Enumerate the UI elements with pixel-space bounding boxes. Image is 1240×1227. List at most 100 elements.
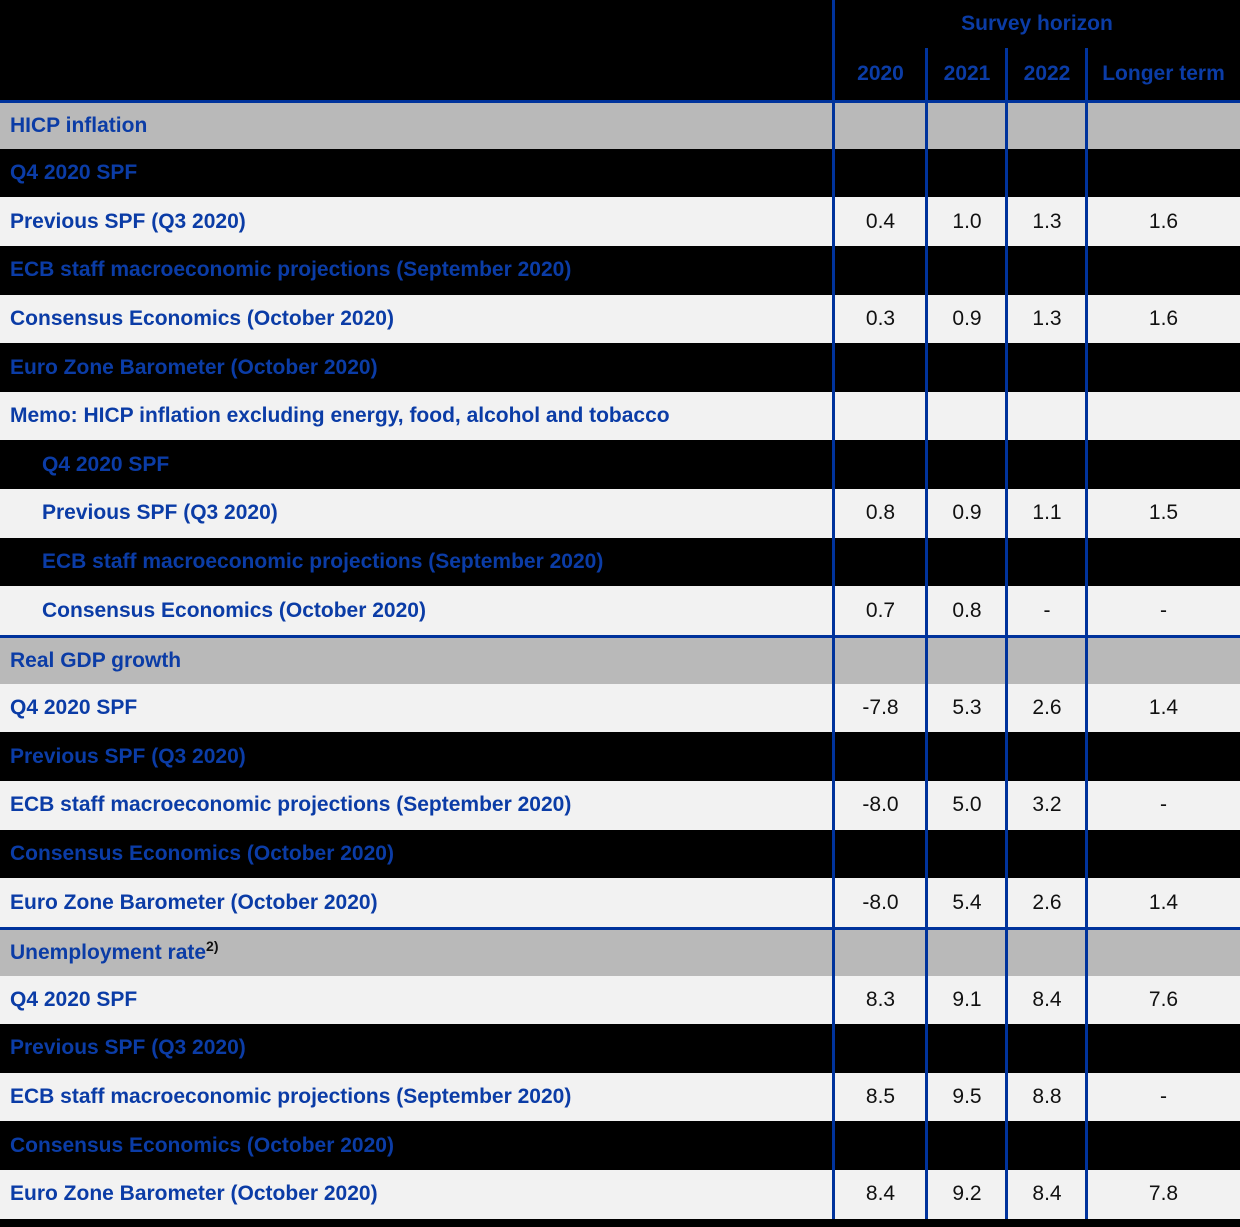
header-group-row: Survey horizon xyxy=(0,0,1240,48)
value-cell: 5.4 xyxy=(952,890,982,914)
value-cell: 0.3 xyxy=(865,306,896,330)
table-row: Previous SPF (Q3 2020) xyxy=(0,732,1240,781)
column-separator-line xyxy=(1085,48,1088,1219)
value-cell: 1.5 xyxy=(1148,501,1179,525)
value-cell: - xyxy=(1160,1085,1167,1109)
value-cell: 1.1 xyxy=(1032,501,1062,525)
row-label: HICP inflation xyxy=(10,113,148,137)
value-cell: 9.2 xyxy=(952,1182,982,1206)
row-label: Q4 2020 SPF xyxy=(10,160,138,184)
value-cell: -8.0 xyxy=(862,890,899,914)
value-cell: 7.6 xyxy=(1148,987,1179,1011)
row-label: Euro Zone Barometer (October 2020) xyxy=(10,355,378,379)
row-label: Euro Zone Barometer (October 2020) xyxy=(10,1182,378,1206)
table-row: Q4 2020 SPF xyxy=(0,440,1240,490)
value-cell: 7.8 xyxy=(1148,1182,1179,1206)
value-cell: 8.5 xyxy=(865,1085,896,1109)
row-label: Q4 2020 SPF xyxy=(10,987,138,1011)
table-row: ECB staff macroeconomic projections (Sep… xyxy=(0,245,1240,295)
value-cell: 1.3 xyxy=(1032,306,1062,330)
row-label: Memo: HICP inflation excluding energy, f… xyxy=(10,404,670,428)
table-row: Euro Zone Barometer (October 2020) xyxy=(0,343,1240,392)
value-cell: - xyxy=(1160,793,1167,817)
table-row: ECB staff macroeconomic projections (Sep… xyxy=(0,537,1240,587)
value-cell: 8.3 xyxy=(865,987,896,1011)
value-cell: 9.1 xyxy=(952,987,982,1011)
table-row: Consensus Economics (October 2020) xyxy=(0,829,1240,879)
column-header-2022: 2022 xyxy=(1023,62,1071,85)
value-cell: 1.6 xyxy=(1148,306,1179,330)
section-header-row: Real GDP growth xyxy=(0,635,1240,684)
value-cell: 8.4 xyxy=(865,1182,896,1206)
value-cell: 0.8 xyxy=(865,501,896,525)
value-cell: 9.5 xyxy=(952,1085,982,1109)
value-cell: 0.4 xyxy=(865,209,896,233)
value-cell: -8.0 xyxy=(862,793,899,817)
table-row: Q4 2020 SPF 8.3 9.1 8.4 7.6 xyxy=(0,975,1240,1025)
row-label: Previous SPF (Q3 2020) xyxy=(10,209,246,233)
column-separator-line xyxy=(925,48,928,1219)
section-header-row: HICP inflation xyxy=(0,100,1240,149)
value-cell: 0.9 xyxy=(952,501,982,525)
value-cell: 3.2 xyxy=(1032,793,1062,817)
row-label: Q4 2020 SPF xyxy=(10,696,138,719)
row-label: Consensus Economics (October 2020) xyxy=(10,1133,394,1157)
row-label: Q4 2020 SPF xyxy=(42,452,170,476)
row-label: Previous SPF (Q3 2020) xyxy=(10,1036,246,1060)
column-header-2021: 2021 xyxy=(943,62,991,85)
value-cell: 1.4 xyxy=(1148,696,1179,719)
value-cell: - xyxy=(1160,598,1167,622)
row-label: ECB staff macroeconomic projections (Sep… xyxy=(10,258,572,282)
table-row: Memo: HICP inflation excluding energy, f… xyxy=(0,391,1240,441)
table-row: Consensus Economics (October 2020) 0.3 0.9… xyxy=(0,294,1240,344)
value-cell: 1.0 xyxy=(952,209,982,233)
header-year-row: 2020 2021 2022 Longer term xyxy=(0,48,1240,100)
row-label: Real GDP growth xyxy=(10,648,182,672)
column-header-longer-term: Longer term xyxy=(1102,62,1225,85)
table-row: ECB staff macroeconomic projections (Sep… xyxy=(0,1072,1240,1122)
table-row: Consensus Economics (October 2020) 0.7 0.8… xyxy=(0,586,1240,636)
row-label: Consensus Economics (October 2020) xyxy=(10,306,394,330)
table-row: Previous SPF (Q3 2020) xyxy=(0,1024,1240,1073)
table-body: HICP inflation Q4 2020 SPF Previous SPF (Q… xyxy=(0,100,1240,1219)
table-row: Q4 2020 SPF -7.8 5.3 2.6 1.4 xyxy=(0,683,1240,733)
row-label: Euro Zone Barometer (October 2020) xyxy=(10,890,378,914)
value-cell: 5.3 xyxy=(952,696,982,719)
row-label: ECB staff macroeconomic projections (Sep… xyxy=(10,793,572,817)
column-separator-line xyxy=(832,0,835,1219)
value-cell: 0.9 xyxy=(952,306,982,330)
row-label: ECB staff macroeconomic projections (Sep… xyxy=(42,550,604,574)
table-row: Q4 2020 SPF xyxy=(0,148,1240,198)
survey-horizon-label: Survey horizon xyxy=(961,12,1113,35)
section-header-row: Unemployment rate2) xyxy=(0,926,1240,976)
value-cell: 8.8 xyxy=(1032,1085,1062,1109)
value-cell: 1.3 xyxy=(1032,209,1062,233)
row-label: ECB staff macroeconomic projections (Sep… xyxy=(10,1085,572,1109)
value-cell: 8.4 xyxy=(1032,1182,1062,1206)
row-label: Previous SPF (Q3 2020) xyxy=(10,744,246,768)
value-cell: 0.7 xyxy=(865,598,896,622)
table-row: Previous SPF (Q3 2020) 0.8 0.9 1.1 1.5 xyxy=(0,489,1240,538)
value-cell: 2.6 xyxy=(1032,696,1062,719)
value-cell: 8.4 xyxy=(1032,987,1062,1011)
table-row: Euro Zone Barometer (October 2020) 8.4 9.2… xyxy=(0,1170,1240,1219)
table-row: Previous SPF (Q3 2020) 0.4 1.0 1.3 1.6 xyxy=(0,197,1240,246)
bottom-border-bar xyxy=(0,1218,1240,1227)
row-label: Consensus Economics (October 2020) xyxy=(42,598,426,622)
value-cell: 1.6 xyxy=(1148,209,1179,233)
column-header-2020: 2020 xyxy=(857,62,904,85)
value-cell: - xyxy=(1043,598,1051,622)
value-cell: -7.8 xyxy=(862,696,899,719)
row-label: Unemployment rate2) xyxy=(0,941,834,965)
table-row: Euro Zone Barometer (October 2020) -8.0 5.… xyxy=(0,878,1240,927)
value-cell: 2.6 xyxy=(1032,890,1062,914)
row-label: Previous SPF (Q3 2020) xyxy=(42,501,278,525)
table-row: ECB staff macroeconomic projections (Sep… xyxy=(0,780,1240,830)
value-cell: 5.0 xyxy=(952,793,982,817)
column-separator-line xyxy=(1005,48,1008,1219)
row-label: Consensus Economics (October 2020) xyxy=(10,841,394,865)
value-cell: 0.8 xyxy=(952,598,982,622)
table-row: Consensus Economics (October 2020) xyxy=(0,1121,1240,1171)
table-header: Survey horizon 2020 2021 2022 Longer ter… xyxy=(0,0,1240,100)
